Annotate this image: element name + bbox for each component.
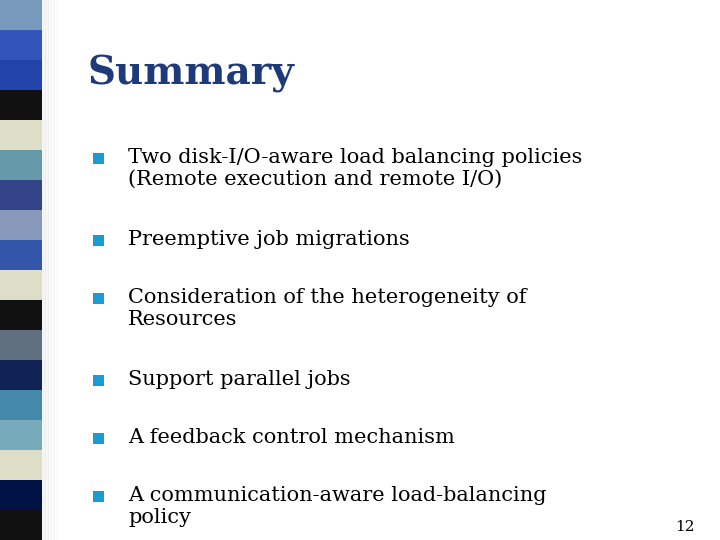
Text: Preemptive job migrations: Preemptive job migrations bbox=[128, 230, 410, 249]
Bar bbox=[0, 90, 42, 120]
Text: policy: policy bbox=[128, 508, 191, 526]
Text: Summary: Summary bbox=[88, 55, 295, 93]
Bar bbox=[50, 0, 52, 540]
Bar bbox=[93, 433, 104, 443]
Bar bbox=[93, 293, 104, 303]
Text: Support parallel jobs: Support parallel jobs bbox=[128, 370, 351, 389]
Bar bbox=[0, 330, 42, 360]
Bar bbox=[0, 30, 42, 60]
Bar bbox=[0, 120, 42, 150]
Bar bbox=[0, 240, 42, 270]
Bar bbox=[0, 150, 42, 180]
Bar bbox=[47, 0, 48, 540]
Bar bbox=[0, 450, 42, 480]
Bar bbox=[0, 420, 42, 450]
Text: (Remote execution and remote I/O): (Remote execution and remote I/O) bbox=[128, 170, 503, 189]
Bar bbox=[93, 375, 104, 386]
Bar bbox=[0, 180, 42, 210]
Bar bbox=[0, 360, 42, 390]
Bar bbox=[53, 0, 55, 540]
Bar bbox=[0, 480, 42, 510]
Bar bbox=[0, 510, 42, 540]
Text: A communication-aware load-balancing: A communication-aware load-balancing bbox=[128, 486, 546, 505]
Bar bbox=[42, 0, 44, 540]
Bar bbox=[0, 270, 42, 300]
Bar bbox=[0, 0, 42, 30]
Bar bbox=[51, 0, 53, 540]
Bar bbox=[57, 0, 59, 540]
Bar bbox=[0, 300, 42, 330]
Bar bbox=[58, 0, 60, 540]
Bar bbox=[0, 390, 42, 420]
Text: A feedback control mechanism: A feedback control mechanism bbox=[128, 428, 455, 447]
Bar bbox=[0, 60, 42, 90]
Bar bbox=[45, 0, 47, 540]
Text: Two disk-I/O-aware load balancing policies: Two disk-I/O-aware load balancing polici… bbox=[128, 148, 582, 167]
Bar bbox=[48, 0, 50, 540]
Bar bbox=[93, 234, 104, 246]
Bar bbox=[93, 152, 104, 164]
Text: Consideration of the heterogeneity of: Consideration of the heterogeneity of bbox=[128, 288, 526, 307]
Text: 12: 12 bbox=[675, 520, 695, 534]
Text: Resources: Resources bbox=[128, 310, 238, 329]
Bar bbox=[43, 0, 45, 540]
Bar bbox=[54, 0, 56, 540]
Bar bbox=[0, 210, 42, 240]
Bar bbox=[55, 0, 58, 540]
Bar bbox=[93, 490, 104, 502]
